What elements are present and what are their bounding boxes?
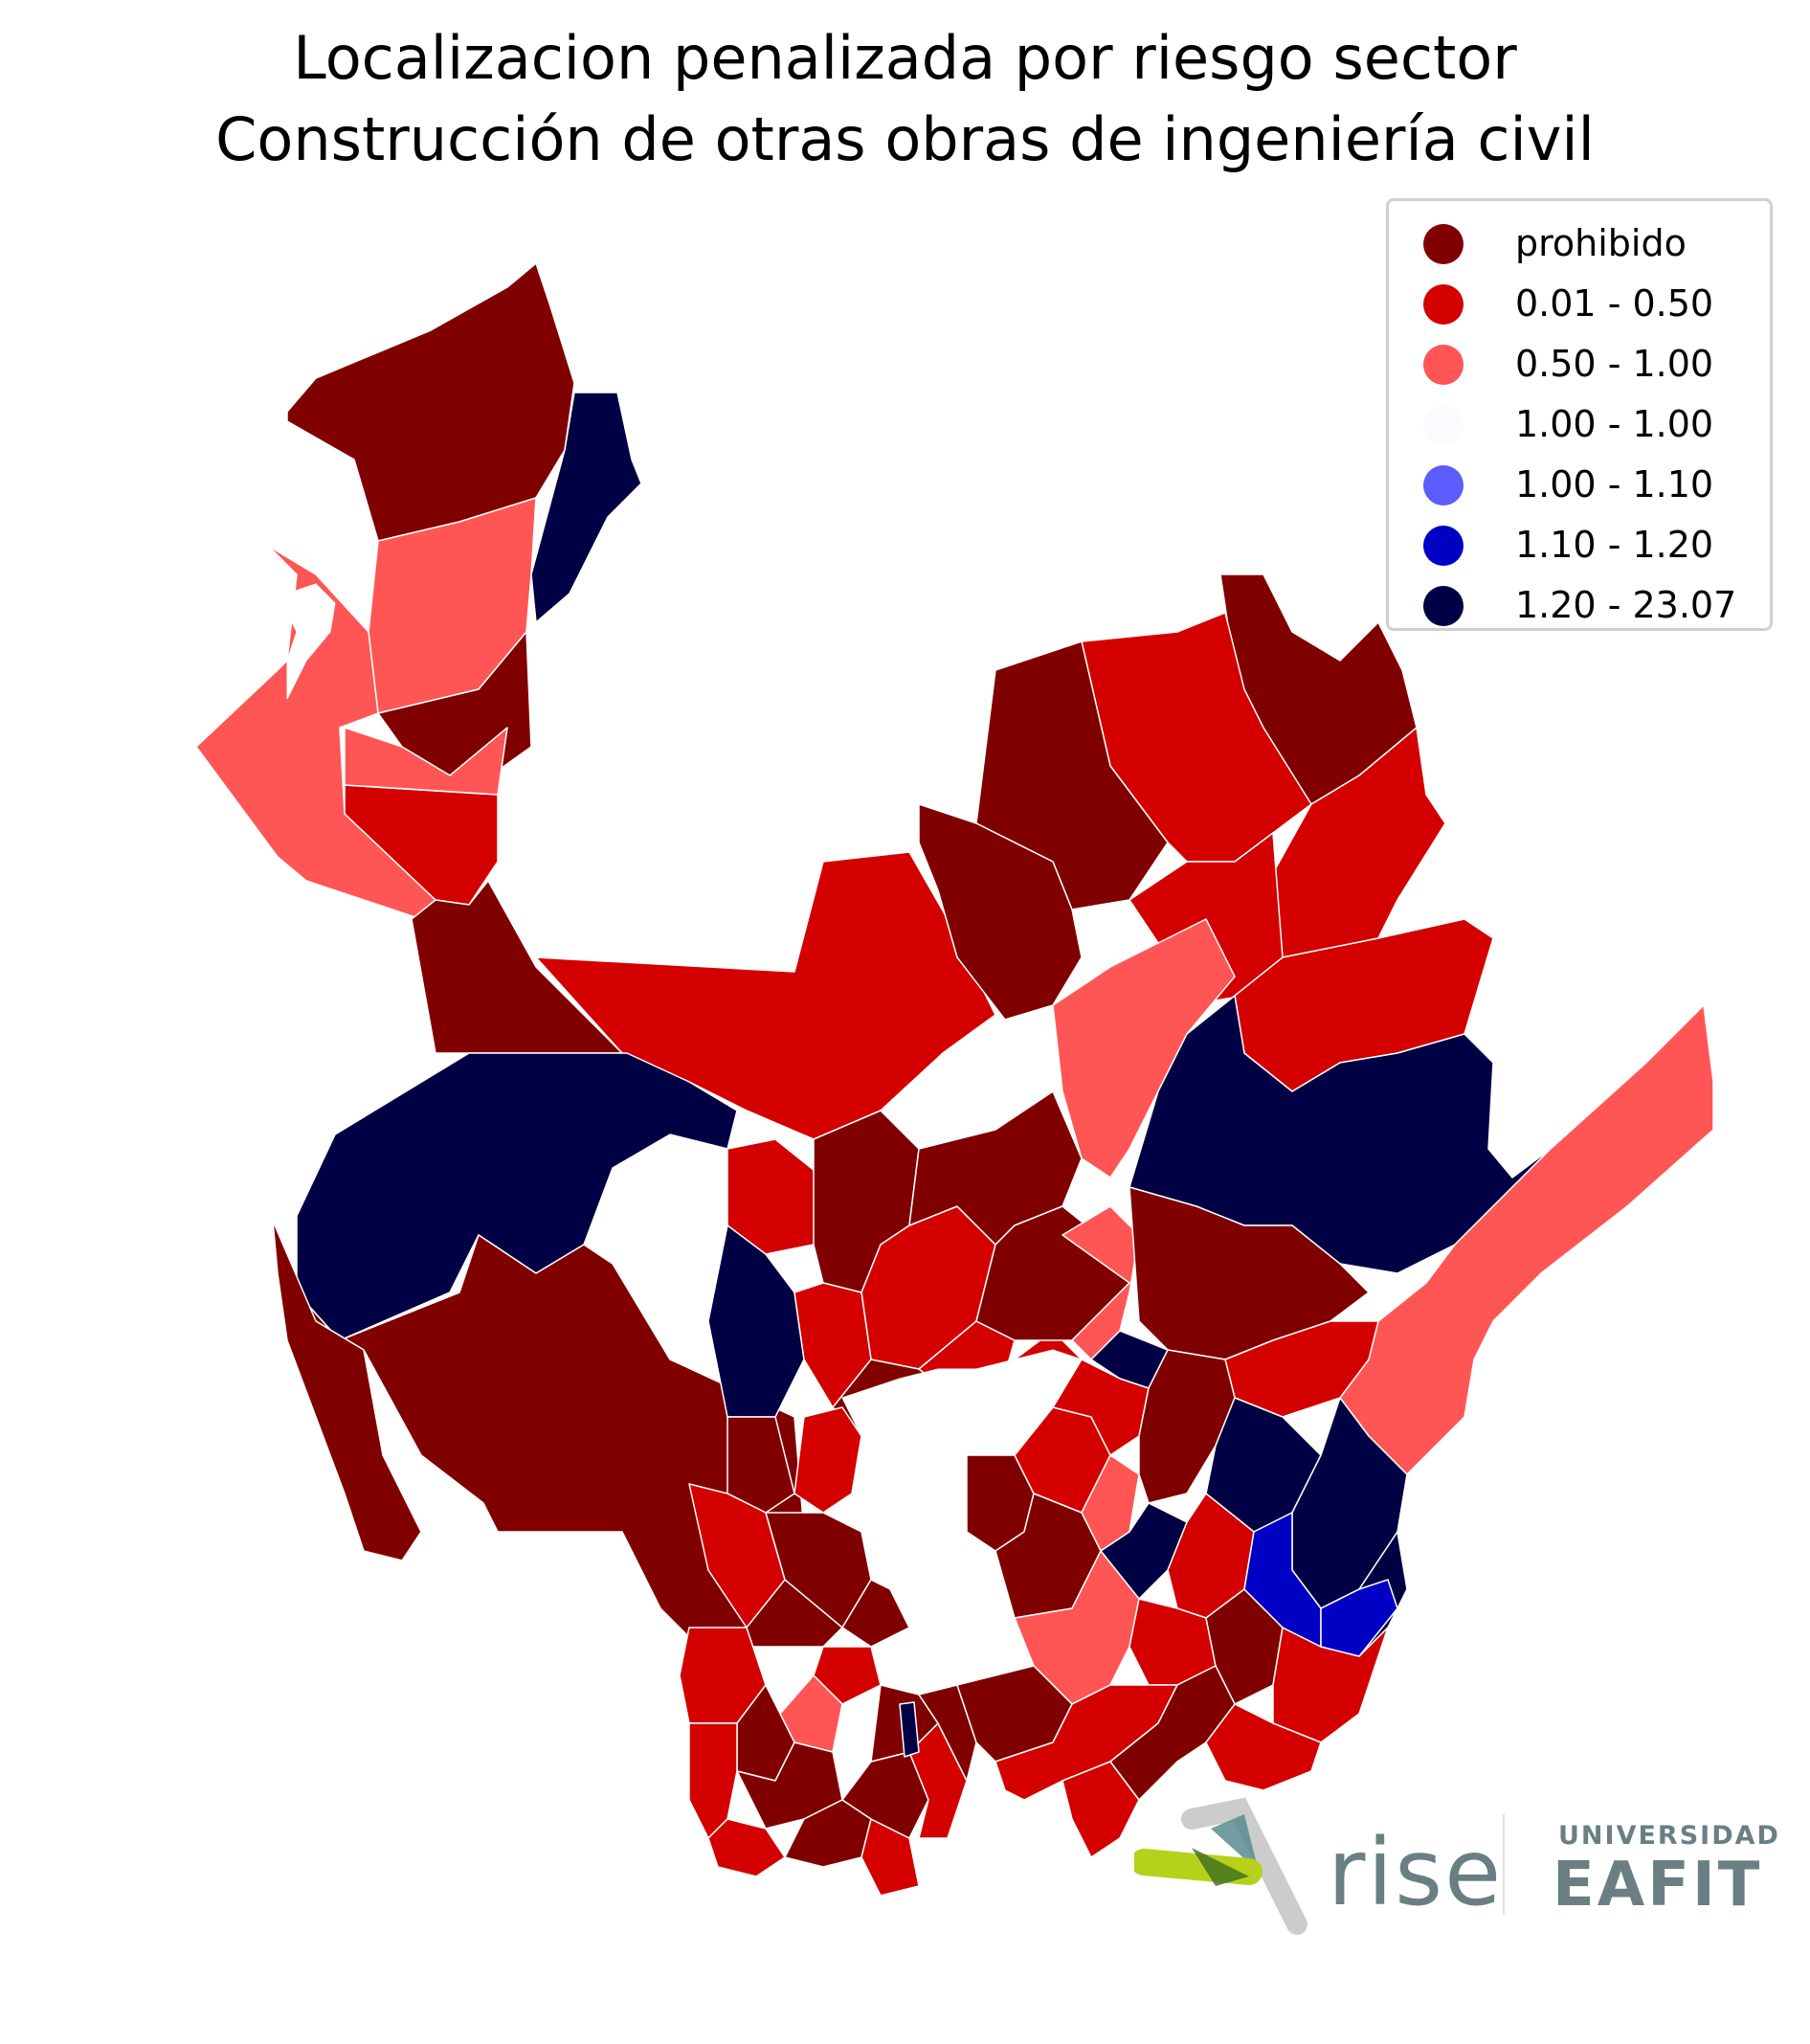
region-valley-2	[793, 1406, 862, 1514]
map-title-line1: Localizacion penalizada por riesgo secto…	[293, 23, 1517, 93]
legend-label: 1.20 - 23.07	[1515, 584, 1737, 626]
legend-item-0-50-1-00: 0.50 - 1.00	[1389, 335, 1772, 393]
region-southwest-big	[272, 1220, 843, 1648]
region-south-16	[1205, 1703, 1322, 1791]
legend-swatch	[1423, 405, 1464, 445]
legend: prohibido 0.01 - 0.50 0.50 - 1.00 1.00 -…	[1386, 198, 1773, 631]
region-central-11	[1128, 1186, 1370, 1360]
region-south-5	[707, 1818, 786, 1877]
region-north-4	[344, 727, 508, 796]
legend-swatch	[1423, 465, 1464, 505]
region-central-2	[707, 1224, 805, 1418]
region-valley-3	[726, 1416, 795, 1514]
region-south-11	[918, 1684, 977, 1782]
region-north-1	[286, 262, 575, 542]
legend-item-prohibido: prohibido	[1389, 214, 1772, 272]
legend-swatch	[1423, 586, 1464, 626]
rise-logo-text: rise	[1328, 1819, 1504, 1926]
logo-divider	[1503, 1814, 1505, 1915]
legend-swatch	[1423, 345, 1464, 385]
legend-swatch	[1423, 284, 1464, 325]
legend-label: prohibido	[1515, 222, 1687, 264]
rise-logo-icon	[1134, 1797, 1307, 1935]
valley-hole	[841, 1349, 1083, 1590]
legend-label: 1.00 - 1.00	[1515, 403, 1714, 445]
eafit-logo-main: EAFIT	[1553, 1850, 1763, 1920]
region-north-east-coast	[530, 392, 642, 623]
legend-item-1-00-1-10: 1.00 - 1.10	[1389, 456, 1772, 513]
gulf-water	[286, 583, 336, 700]
legend-label: 1.10 - 1.20	[1515, 524, 1714, 566]
region-west-coast	[272, 1220, 422, 1561]
legend-item-1-00-1-00: 1.00 - 1.00	[1389, 395, 1772, 453]
region-south-dark-small	[899, 1701, 920, 1758]
legend-item-1-10-1-20: 1.10 - 1.20	[1389, 516, 1772, 573]
region-valley-1	[793, 1282, 872, 1408]
legend-item-1-20-23-07: 1.20 - 23.07	[1389, 576, 1772, 634]
region-west-belt	[411, 880, 623, 1054]
region-south-4	[736, 1741, 843, 1830]
region-south-7	[860, 1818, 920, 1897]
legend-item-0-01-0-50: 0.01 - 0.50	[1389, 275, 1772, 332]
region-east-blue-2	[1320, 1579, 1398, 1657]
legend-swatch	[1423, 224, 1464, 264]
legend-label: 1.00 - 1.10	[1515, 463, 1714, 505]
region-valley-6	[841, 1579, 910, 1648]
region-valley-7	[813, 1646, 882, 1705]
legend-label: 0.01 - 0.50	[1515, 282, 1714, 325]
legend-swatch	[1423, 526, 1464, 566]
map-title-line2: Construcción de otras obras de ingenierí…	[215, 104, 1595, 174]
eafit-logo-top: UNIVERSIDAD	[1558, 1821, 1780, 1851]
legend-label: 0.50 - 1.00	[1515, 343, 1714, 385]
